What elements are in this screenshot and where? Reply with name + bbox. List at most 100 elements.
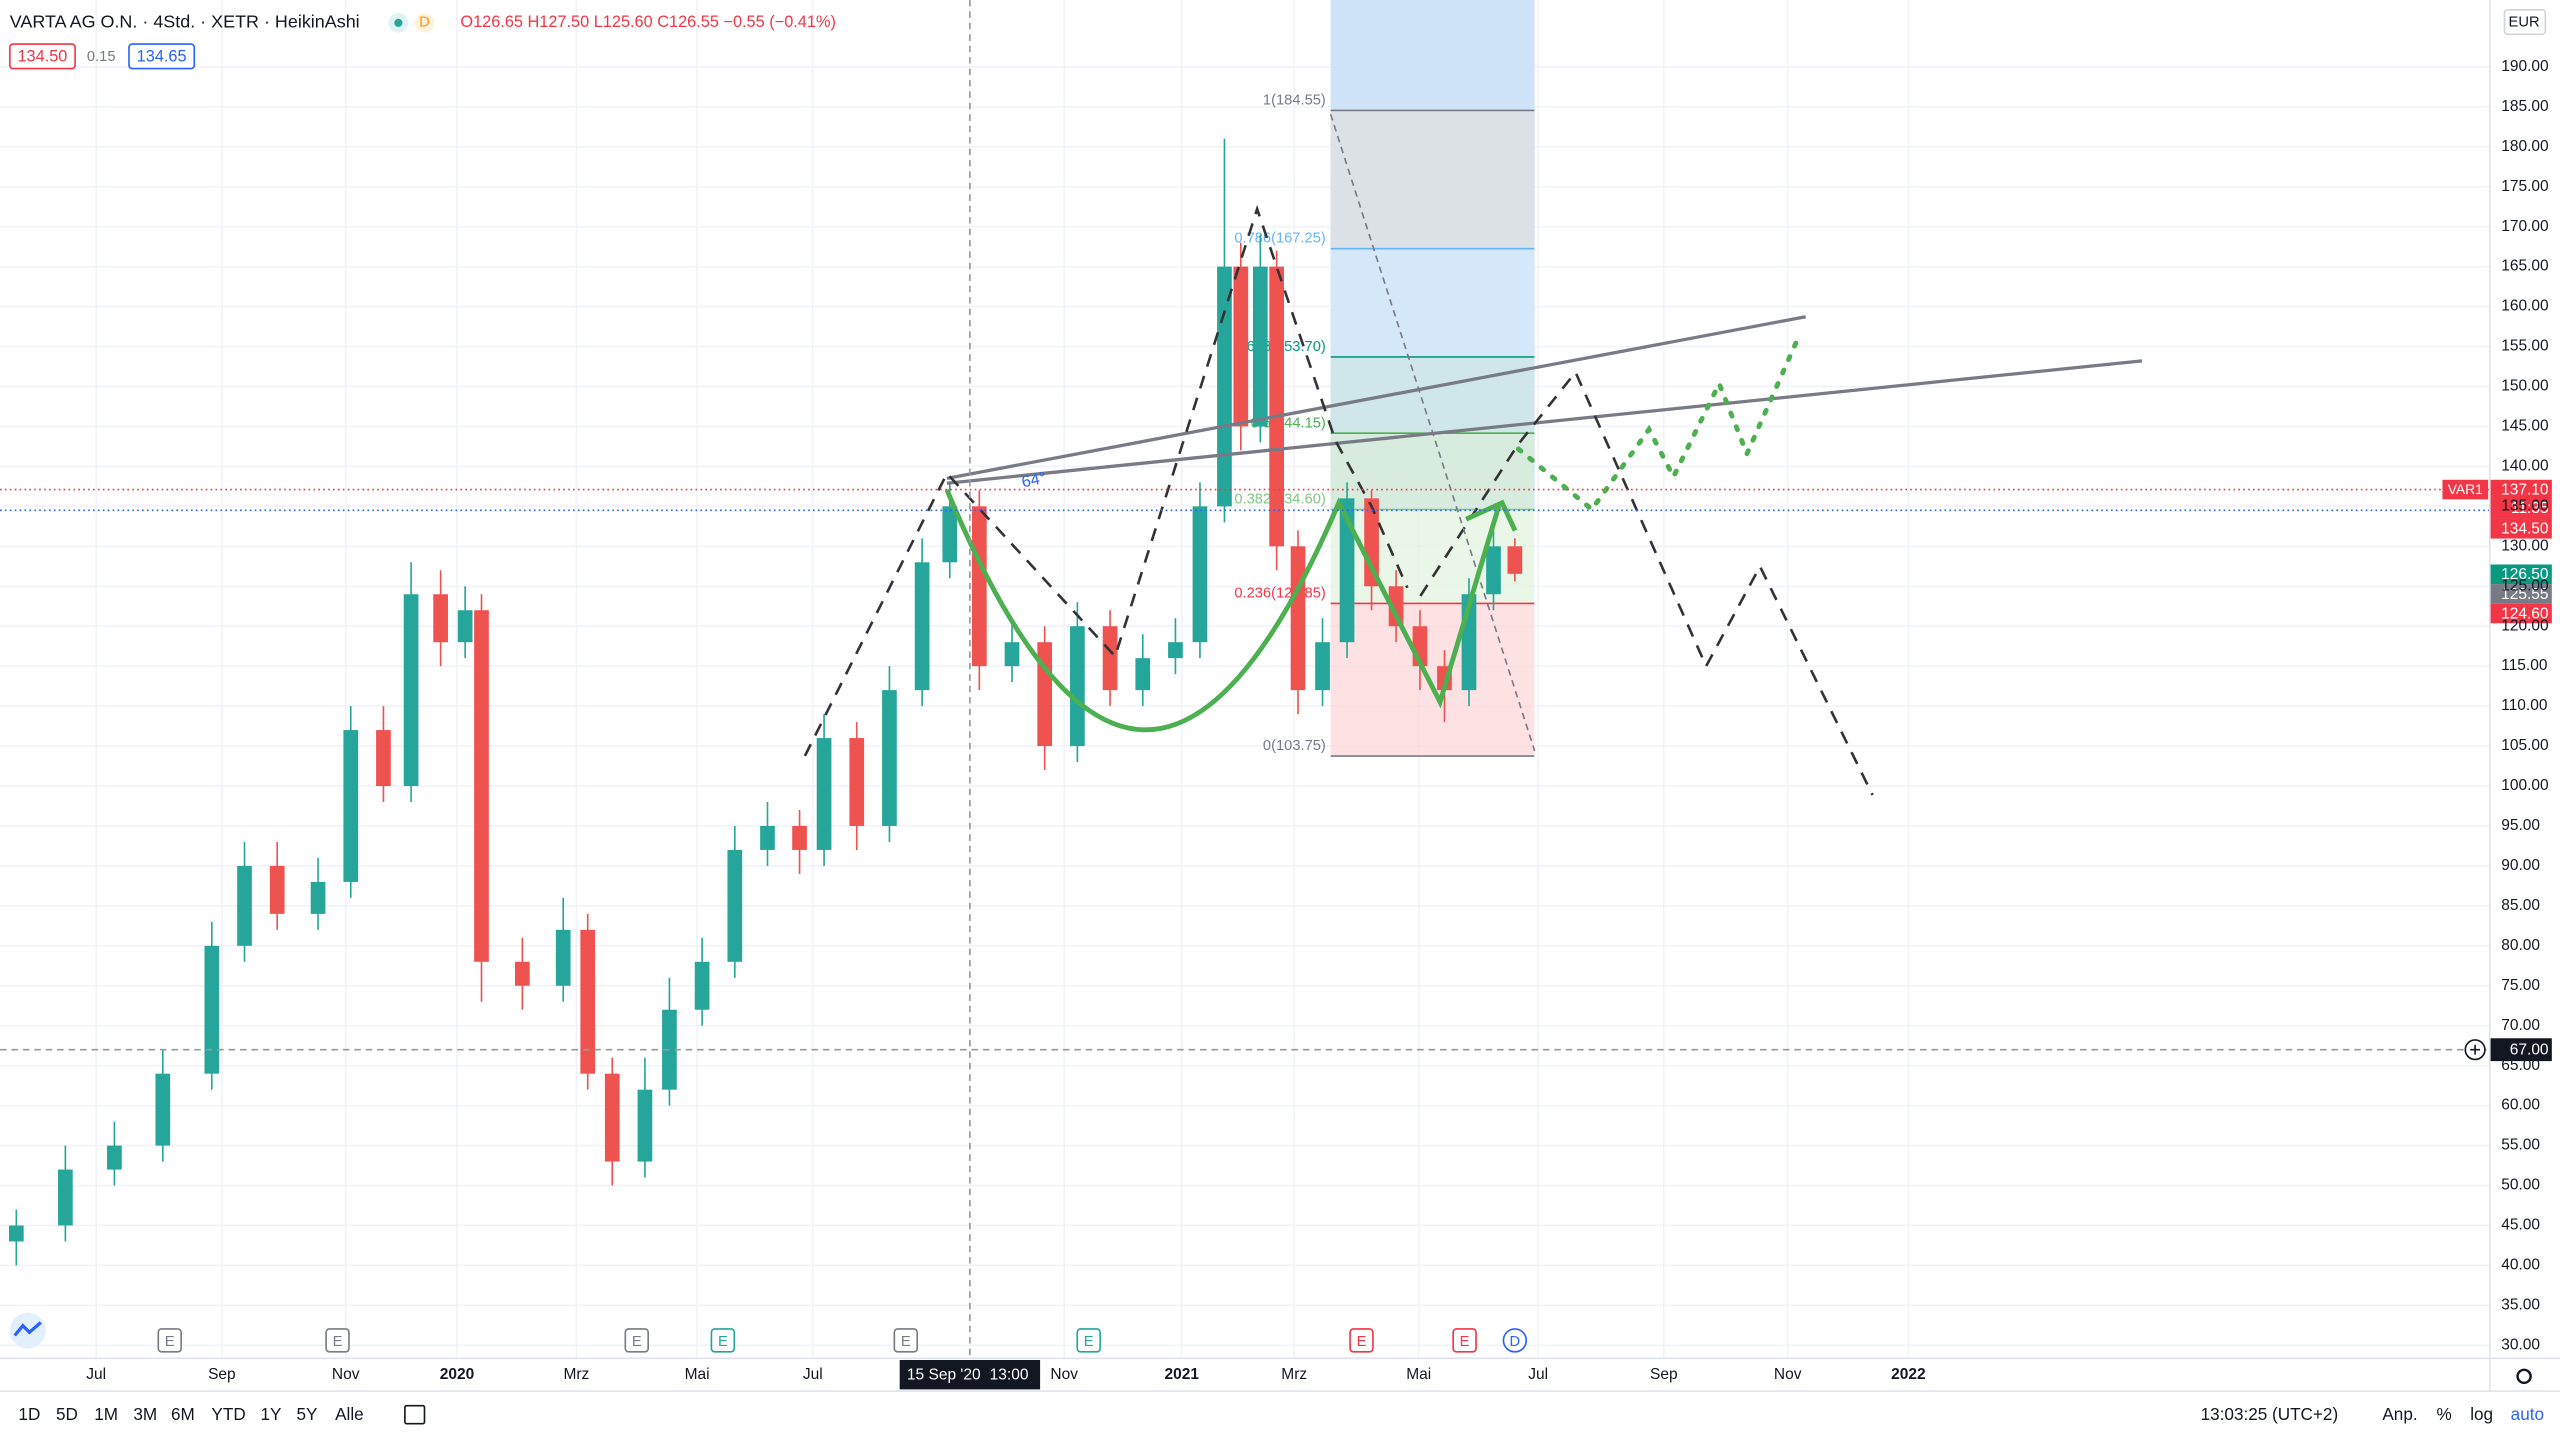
earnings-marker[interactable] bbox=[1076, 1328, 1101, 1353]
candle-body bbox=[580, 929, 596, 1074]
ask[interactable]: 134.65 bbox=[137, 47, 187, 65]
candle-body bbox=[1290, 546, 1306, 691]
crosshair-x-label: 15 Sep '20 bbox=[907, 1367, 981, 1384]
range-button[interactable]: 3M bbox=[133, 1404, 157, 1424]
symbol-title: VARTA AG O.N. · 4Std. · XETR · HeikinAsh… bbox=[10, 12, 360, 32]
crosshair-x-tag bbox=[899, 1360, 1041, 1390]
earnings-marker[interactable] bbox=[710, 1328, 736, 1353]
scale-option[interactable]: log bbox=[2470, 1404, 2493, 1424]
y-tick-label: 70.00 bbox=[2501, 1017, 2540, 1034]
y-tick-label: 170.00 bbox=[2501, 218, 2549, 235]
scale-option[interactable]: Anp. bbox=[2382, 1404, 2417, 1424]
candle-body bbox=[1233, 266, 1249, 427]
currency-box[interactable] bbox=[2503, 8, 2547, 36]
y-tick-label: 40.00 bbox=[2501, 1257, 2540, 1274]
candle-body bbox=[1388, 586, 1404, 627]
event-label[interactable]: D bbox=[1510, 1334, 1521, 1350]
y-tick-label: 115.00 bbox=[2501, 657, 2548, 674]
y-tick-label: 90.00 bbox=[2501, 857, 2540, 874]
event-label[interactable]: E bbox=[1084, 1334, 1094, 1350]
event-label[interactable]: E bbox=[632, 1334, 642, 1350]
y-tick-label: 50.00 bbox=[2501, 1177, 2540, 1194]
candle-body bbox=[816, 738, 832, 850]
candle-body bbox=[1037, 642, 1053, 747]
scale-option[interactable]: auto bbox=[2511, 1404, 2544, 1424]
status-dot bbox=[394, 18, 403, 27]
price-tag bbox=[2489, 564, 2552, 585]
x-tick-label: Mai bbox=[1406, 1366, 1431, 1383]
x-tick-label: 2022 bbox=[1891, 1366, 1925, 1383]
candle-body bbox=[849, 738, 865, 826]
y-tick-label: 105.00 bbox=[2501, 737, 2549, 754]
bid[interactable]: 134.50 bbox=[17, 47, 67, 65]
x-tick-label: Jul bbox=[1528, 1366, 1548, 1383]
y-tick-label: 35.00 bbox=[2501, 1296, 2540, 1313]
y-tick-label: 175.00 bbox=[2501, 178, 2549, 195]
calendar-icon[interactable] bbox=[404, 1404, 426, 1425]
earnings-marker[interactable] bbox=[624, 1328, 649, 1353]
range-button[interactable]: YTD bbox=[211, 1404, 245, 1424]
x-tick-label: Mrz bbox=[1281, 1366, 1307, 1383]
y-tick-label: 110.00 bbox=[2501, 697, 2548, 714]
x-tick-label: Jul bbox=[86, 1366, 106, 1383]
dividend-marker[interactable] bbox=[1502, 1328, 1528, 1353]
x-tick-label: Nov bbox=[1774, 1366, 1802, 1383]
earnings-marker[interactable] bbox=[1349, 1328, 1374, 1353]
range-button[interactable]: 1Y bbox=[261, 1404, 283, 1424]
event-label[interactable]: E bbox=[1460, 1334, 1470, 1350]
y-tick-label: 30.00 bbox=[2501, 1336, 2540, 1353]
price-tag-label: 124.60 bbox=[2501, 605, 2549, 622]
event-label[interactable]: E bbox=[1357, 1334, 1367, 1350]
x-tick-label: Jul bbox=[803, 1366, 823, 1383]
earnings-marker[interactable] bbox=[893, 1328, 919, 1353]
range-button[interactable]: Alle bbox=[335, 1404, 364, 1424]
y-tick-label: 150.00 bbox=[2501, 378, 2549, 395]
x-tick-label: Sep bbox=[208, 1366, 236, 1383]
range-button[interactable]: 5Y bbox=[296, 1404, 318, 1424]
overlay: E E E E E E E E D137.1011:35VAR1134.50126.50125.… bbox=[0, 0, 2552, 1390]
ask-box[interactable] bbox=[128, 43, 196, 70]
countdown: 11:35 bbox=[2511, 500, 2549, 517]
currency[interactable]: EUR bbox=[2509, 15, 2540, 31]
candle-body bbox=[269, 865, 285, 914]
earnings-marker[interactable] bbox=[325, 1328, 350, 1353]
crosshair-y-tag bbox=[2489, 1038, 2552, 1062]
fib-label: 0.236(122.85) bbox=[1234, 586, 1325, 602]
price-tag bbox=[2489, 479, 2552, 519]
candle-body bbox=[8, 1225, 24, 1242]
y-tick-label: 80.00 bbox=[2501, 937, 2540, 954]
event-label[interactable]: E bbox=[165, 1334, 175, 1350]
candle-body bbox=[1252, 266, 1268, 427]
event-label[interactable]: E bbox=[901, 1334, 911, 1350]
y-tick-label: 95.00 bbox=[2501, 817, 2540, 834]
range-button[interactable]: 5D bbox=[56, 1404, 78, 1424]
range-button[interactable]: 6M bbox=[171, 1404, 195, 1424]
y-tick-label: 125.00 bbox=[2501, 577, 2549, 594]
y-tick-label: 130.00 bbox=[2501, 537, 2549, 554]
scale-option[interactable]: % bbox=[2436, 1404, 2451, 1424]
bid-box[interactable] bbox=[8, 43, 76, 70]
y-tick-label: 45.00 bbox=[2501, 1217, 2540, 1234]
candle-body bbox=[58, 1169, 73, 1226]
x-tick-label: Nov bbox=[332, 1366, 360, 1383]
candle-body bbox=[1102, 626, 1118, 691]
add-alert-plus[interactable] bbox=[2470, 1044, 2480, 1055]
candle-body bbox=[914, 562, 930, 691]
range-button[interactable]: 1D bbox=[18, 1404, 40, 1424]
y-tick-label: 185.00 bbox=[2501, 98, 2549, 115]
candle-body bbox=[376, 730, 391, 787]
candle-body bbox=[971, 506, 987, 667]
candle-body bbox=[694, 961, 710, 1010]
range-button[interactable]: 1M bbox=[94, 1404, 118, 1424]
settings-icon[interactable] bbox=[2516, 1368, 2532, 1385]
event-label[interactable]: E bbox=[718, 1334, 728, 1350]
price-tag bbox=[2489, 518, 2552, 539]
earnings-marker[interactable] bbox=[1452, 1328, 1477, 1353]
badge bbox=[414, 13, 435, 33]
event-label[interactable]: E bbox=[333, 1334, 343, 1350]
fib-band bbox=[1330, 248, 1535, 357]
earnings-marker[interactable] bbox=[157, 1328, 182, 1353]
fib-label: 0.786(167.25) bbox=[1234, 231, 1325, 247]
